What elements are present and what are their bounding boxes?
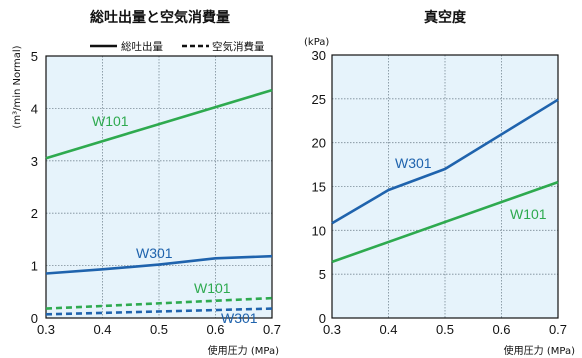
y-tick-label: 3 (31, 154, 38, 169)
y-tick-label: 4 (31, 101, 38, 116)
y-tick-label: 25 (312, 92, 326, 107)
series-line-w101-solid (45, 88, 273, 160)
legend-dashed-label: 空気消費量 (212, 40, 265, 53)
series-label-w301-dashed: W301 (221, 310, 258, 326)
series-label-w301: W301 (395, 155, 432, 171)
series-line-w301-solid (331, 98, 559, 225)
y-tick-label: 15 (312, 180, 326, 195)
x-tick-labels: 0.3 0.4 0.5 0.6 0.7 (323, 322, 567, 337)
x-tick-label: 0.7 (263, 322, 281, 337)
y-tick-label: 10 (312, 223, 326, 238)
y-tick-label: 0 (31, 311, 38, 326)
y-axis-label: (kPa) (304, 37, 329, 48)
series-label-w101-solid: W101 (92, 113, 129, 129)
y-tick-labels: 0 1 2 3 4 5 (31, 49, 38, 326)
x-tick-label: 0.6 (206, 322, 224, 337)
series-line-w101-solid (331, 180, 559, 264)
chart-flow-consumption: 総吐出量と空気消費量 0 1 2 3 4 5 0.3 0.4 0.5 0.6 0.7 (m³/mi… (12, 9, 281, 357)
y-tick-label: 30 (312, 48, 326, 63)
x-tick-label: 0.7 (549, 322, 567, 337)
x-axis-label: 使用圧力 (MPa) (504, 344, 575, 357)
chart-title: 真空度 (424, 9, 467, 26)
grid-lines (332, 55, 558, 318)
plot-frame (331, 54, 559, 319)
x-tick-label: 0.6 (492, 322, 510, 337)
legend-solid-label: 総吐出量 (121, 40, 163, 53)
x-tick-labels: 0.3 0.4 0.5 0.6 0.7 (37, 322, 281, 337)
x-tick-label: 0.3 (37, 322, 55, 337)
series-label-w101-dashed: W101 (194, 280, 231, 296)
x-tick-label: 0.4 (93, 322, 111, 337)
plot-frame (45, 55, 273, 319)
series-line-w301-solid (45, 254, 273, 275)
x-tick-label: 0.5 (150, 322, 168, 337)
y-tick-label: 0 (319, 311, 326, 326)
series-lines (331, 98, 559, 264)
y-tick-label: 20 (312, 136, 326, 151)
plot-area (46, 56, 272, 318)
x-tick-label: 0.4 (379, 322, 397, 337)
x-tick-label: 0.3 (323, 322, 341, 337)
y-tick-label: 5 (319, 267, 326, 282)
series-label-w301-solid: W301 (136, 245, 173, 261)
x-axis-label: 使用圧力 (MPa) (208, 344, 279, 357)
series-line-w301-dashed (45, 307, 273, 316)
x-tick-label: 0.5 (436, 322, 454, 337)
y-tick-label: 5 (31, 49, 38, 64)
y-axis-label: (m³/min Normal) (12, 45, 23, 128)
chart-title: 総吐出量と空気消費量 (90, 9, 230, 26)
y-tick-labels: 0 5 10 15 20 25 30 (312, 48, 326, 326)
series-line-w101-dashed (45, 296, 273, 310)
y-tick-label: 2 (31, 206, 38, 221)
legend: 総吐出量 空気消費量 (90, 40, 265, 53)
series-lines (45, 88, 273, 316)
y-tick-label: 1 (31, 259, 38, 274)
chart-vacuum: 真空度 0 5 10 15 20 25 30 0.3 0.4 0.5 0.6 0.7 (kPa) 使… (304, 9, 575, 357)
series-label-w101: W101 (510, 206, 547, 222)
